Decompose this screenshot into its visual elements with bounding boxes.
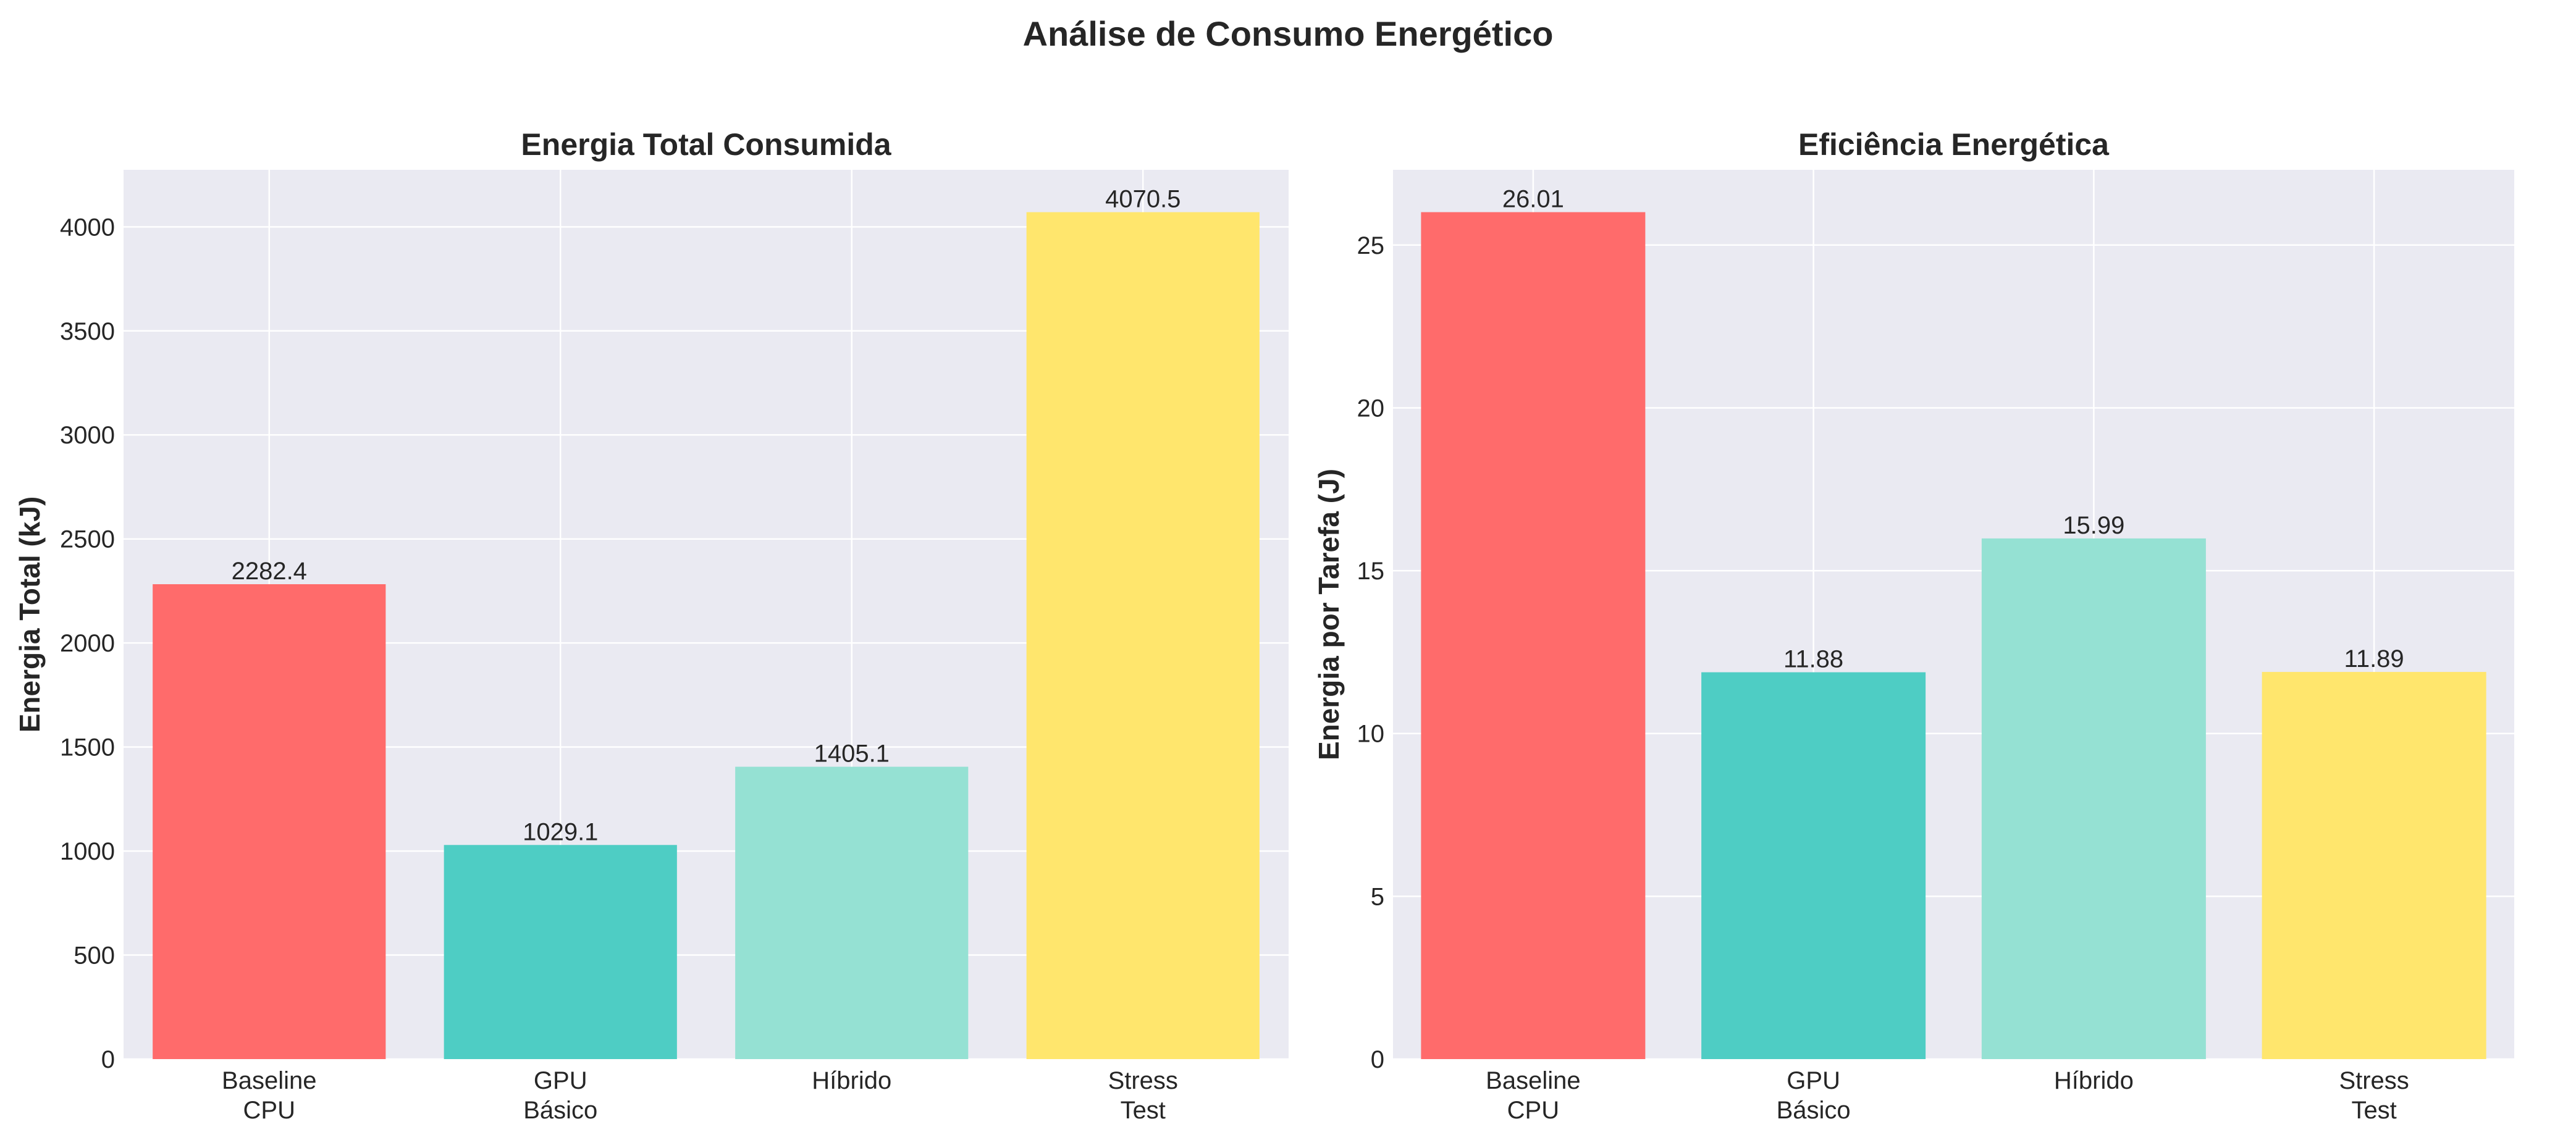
y-tick-label: 1500 (60, 734, 115, 761)
y-tick-label: 0 (101, 1046, 115, 1073)
bar (1701, 672, 1926, 1059)
y-tick-label: 15 (1357, 558, 1385, 585)
bar-value-label: 4070.5 (1105, 186, 1181, 213)
x-tick-label: Stress Test (1108, 1067, 1178, 1124)
y-tick-label: 4000 (60, 214, 115, 241)
y-tick-label: 5 (1371, 883, 1384, 910)
bar-value-label: 15.99 (2063, 512, 2124, 539)
chart-panel-2: 0 5 10 15 20 25 26.01 Baseline CPU 11.88 GPU Básico… (1313, 127, 2514, 1124)
x-tick-label: Baseline CPU (1486, 1067, 1580, 1124)
bar (2262, 672, 2486, 1059)
bar-value-label: 26.01 (1502, 186, 1564, 213)
bar-value-label: 11.89 (2344, 645, 2404, 673)
bar-value-label: 11.88 (1783, 646, 1843, 673)
x-tick-label: Híbrido (2054, 1067, 2134, 1094)
bar (1981, 538, 2206, 1059)
x-tick-label: Baseline CPU (222, 1067, 316, 1124)
y-tick-label: 20 (1357, 395, 1385, 422)
bar (153, 584, 386, 1059)
y-tick-label: 25 (1357, 232, 1385, 259)
axes-container: 0 500 1000 1500 2000 2500 3000 3500 4000 2282.4 Ba… (14, 127, 2514, 1124)
figure-title: Análise de Consumo Energético (1023, 14, 1554, 53)
y-axis-label: Energia por Tarefa (J) (1313, 469, 1345, 760)
chart-title: Energia Total Consumida (521, 127, 891, 162)
y-tick-label: 10 (1357, 721, 1385, 748)
x-tick-label: GPU Básico (1777, 1067, 1851, 1124)
bar (735, 766, 969, 1059)
y-tick-label: 500 (74, 942, 115, 970)
chart-panel-1: 0 500 1000 1500 2000 2500 3000 3500 4000 2282.4 Ba… (14, 127, 1289, 1124)
bar (444, 845, 677, 1059)
bar-value-label: 1029.1 (523, 818, 598, 845)
y-tick-label: 3500 (60, 318, 115, 345)
chart-title: Eficiência Energética (1798, 127, 2110, 162)
x-tick-label: GPU Básico (523, 1067, 597, 1124)
bar (1026, 212, 1260, 1059)
y-axis-label: Energia Total (kJ) (14, 497, 46, 733)
bar-value-label: 2282.4 (232, 558, 307, 585)
y-tick-label: 0 (1371, 1046, 1384, 1073)
bar (1421, 212, 1646, 1059)
y-tick-label: 1000 (60, 838, 115, 865)
y-tick-label: 2000 (60, 630, 115, 657)
y-tick-label: 2500 (60, 526, 115, 553)
y-tick-label: 3000 (60, 422, 115, 449)
x-tick-label: Stress Test (2339, 1067, 2409, 1124)
bar-value-label: 1405.1 (814, 740, 890, 768)
x-tick-label: Híbrido (812, 1067, 891, 1094)
